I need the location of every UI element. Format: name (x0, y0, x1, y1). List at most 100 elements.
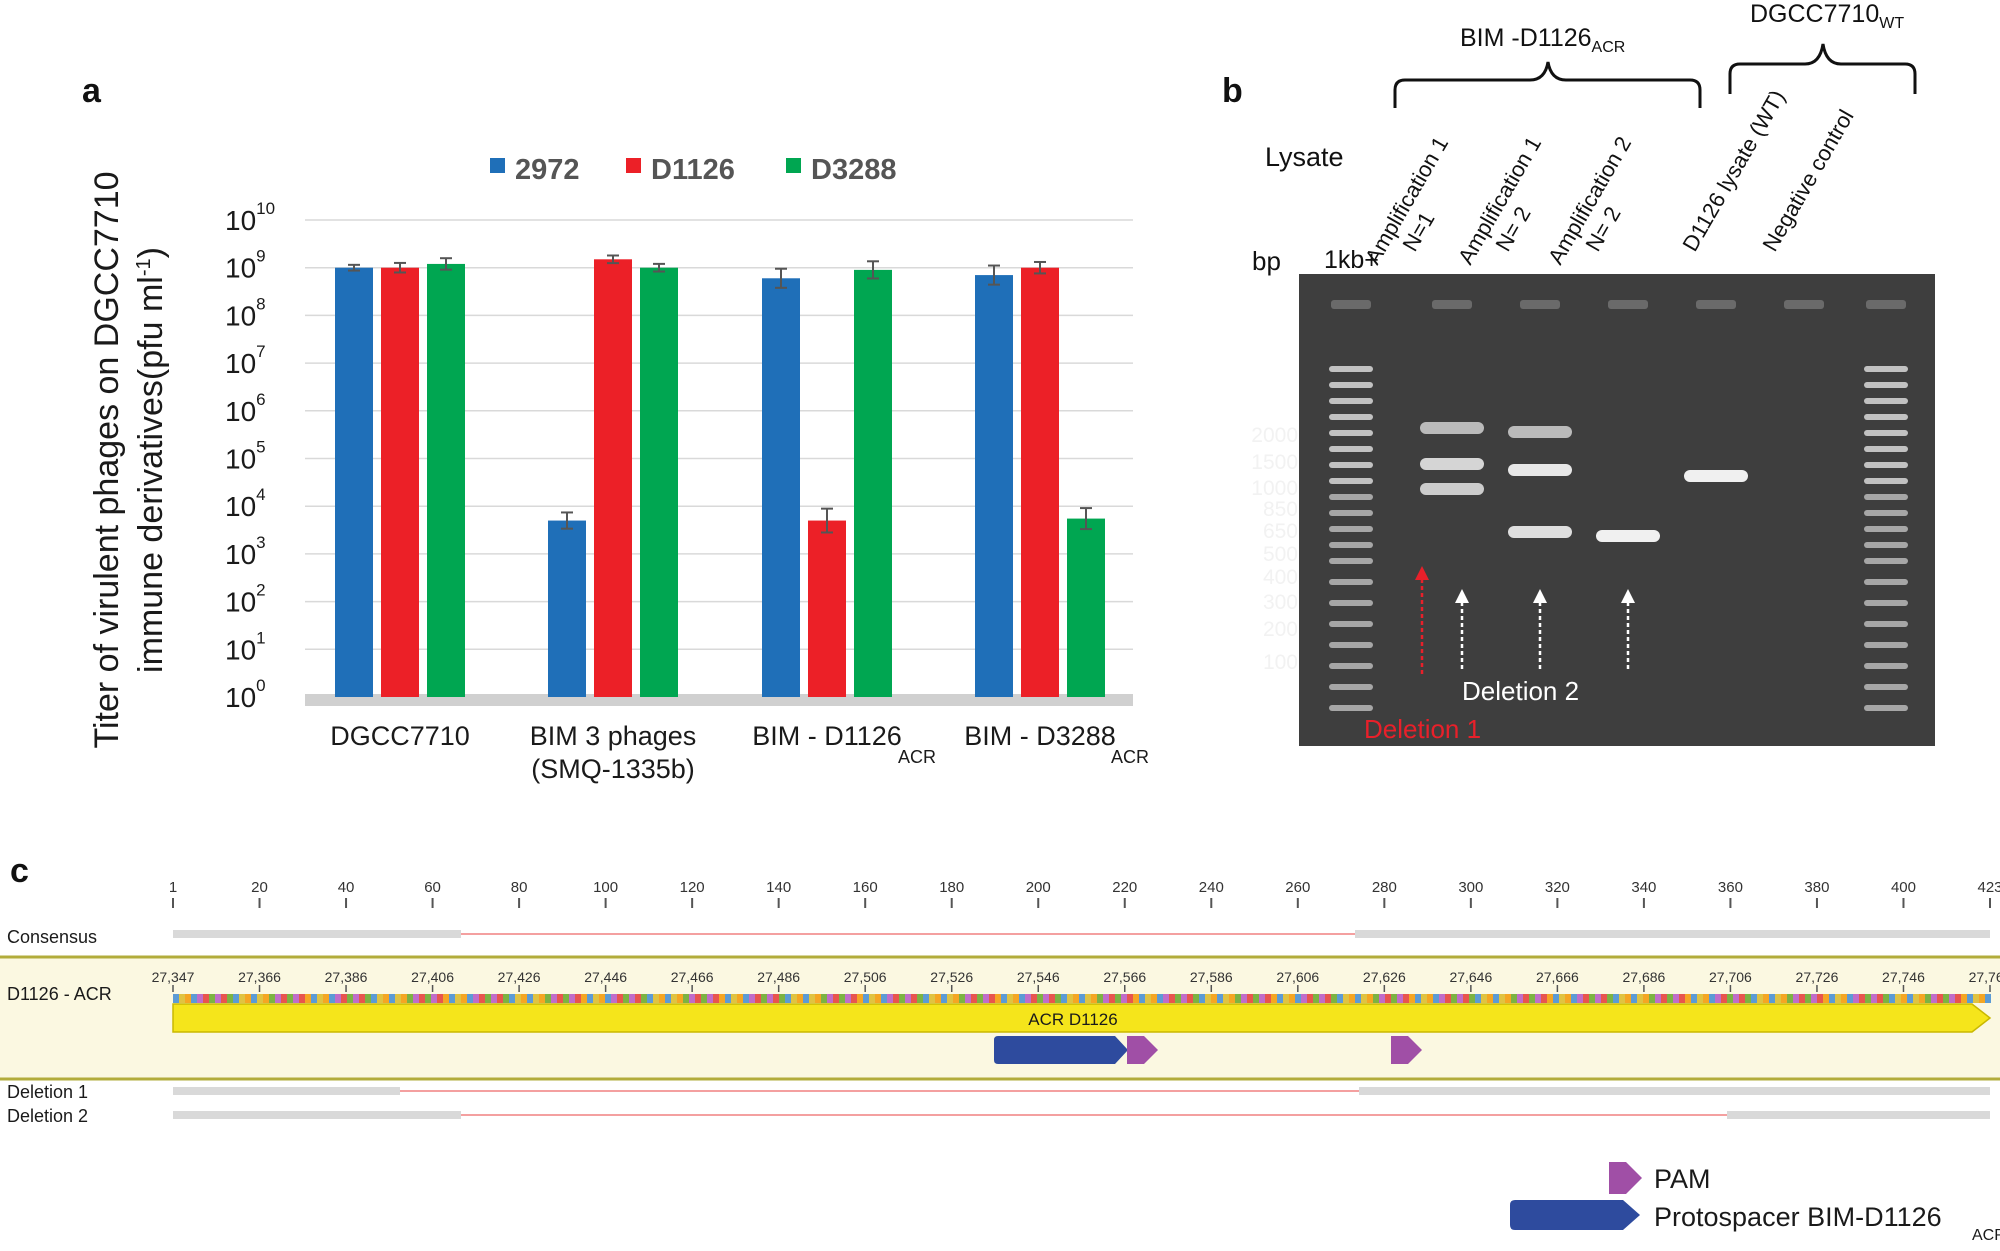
ruler-label: 40 (338, 879, 355, 896)
sequence-cell (1625, 994, 1631, 1003)
sequence-cell (197, 994, 203, 1003)
sequence-cell (1769, 994, 1775, 1003)
sequence-cell (1205, 994, 1211, 1003)
sequence-cell (287, 994, 293, 1003)
sequence-cell (221, 994, 227, 1003)
sequence-cell (1799, 994, 1805, 1003)
sequence-cell (1301, 994, 1307, 1003)
sequence-cell (1307, 994, 1313, 1003)
coord-label: 27,426 (498, 969, 541, 985)
sequence-cell (1049, 994, 1055, 1003)
sequence-cell (629, 994, 635, 1003)
ruler-label: 280 (1372, 879, 1397, 896)
sequence-cell (1199, 994, 1205, 1003)
ladder-band (1864, 494, 1908, 500)
sequence-cell (419, 994, 425, 1003)
ruler-label: 100 (593, 879, 618, 896)
sequence-cell (185, 994, 191, 1003)
sequence-cell (827, 994, 833, 1003)
sequence-cell (305, 994, 311, 1003)
ruler-label: 160 (853, 879, 878, 896)
sequence-cell (395, 994, 401, 1003)
sequence-cell (311, 994, 317, 1003)
sequence-cell (935, 994, 941, 1003)
sequence-cell (413, 994, 419, 1003)
sequence-cell (371, 994, 377, 1003)
sequence-cell (905, 994, 911, 1003)
sequence-cell (857, 994, 863, 1003)
deletion2-seg (173, 1111, 461, 1119)
sequence-cell (719, 994, 725, 1003)
sequence-cell (1613, 994, 1619, 1003)
ladder-band (1864, 600, 1908, 606)
ladder-band (1329, 705, 1373, 711)
sequence-cell (1181, 994, 1187, 1003)
sequence-cell (1163, 994, 1169, 1003)
sequence-cell (575, 994, 581, 1003)
ladder-band (1864, 478, 1908, 484)
sequence-cell (953, 994, 959, 1003)
sequence-cell (701, 994, 707, 1003)
sequence-cell (1247, 994, 1253, 1003)
ruler-label: 423 (1977, 879, 2000, 896)
sequence-cell (1883, 994, 1889, 1003)
sequence-cell (1733, 994, 1739, 1003)
sequence-cell (1637, 994, 1643, 1003)
deletion2-gel-label: Deletion 2 (1462, 676, 1580, 706)
sequence-cell (911, 994, 917, 1003)
x-tick-label: BIM 3 phages (530, 721, 697, 751)
sequence-cell (1379, 994, 1385, 1003)
coord-label: 27,366 (238, 969, 281, 985)
sequence-cell (899, 994, 905, 1003)
size-marker-label: 850 (1262, 498, 1298, 521)
coord-label: 27,586 (1190, 969, 1233, 985)
sequence-cell (959, 994, 965, 1003)
sequence-cell (239, 994, 245, 1003)
sequence-cell (1865, 994, 1871, 1003)
size-marker-label: 650 (1262, 520, 1298, 543)
sequence-cell (251, 994, 257, 1003)
deletion2-arrowhead (1455, 589, 1469, 603)
sequence-cell (1133, 994, 1139, 1003)
sequence-cell (353, 994, 359, 1003)
sequence-cell (665, 994, 671, 1003)
sequence-cell (767, 994, 773, 1003)
sequence-cell (377, 994, 383, 1003)
sequence-cell (1793, 994, 1799, 1003)
ruler-label: 1 (169, 879, 177, 896)
sequence-cell (1157, 994, 1163, 1003)
sequence-cell (1589, 994, 1595, 1003)
sequence-cell (1859, 994, 1865, 1003)
sequence-cell (683, 994, 689, 1003)
sequence-cell (1397, 994, 1403, 1003)
sequence-cell (527, 994, 533, 1003)
sequence-cell (407, 994, 413, 1003)
sample-band (1684, 470, 1748, 482)
sequence-cell (1889, 994, 1895, 1003)
sequence-cell (1067, 994, 1073, 1003)
sequence-cell (443, 994, 449, 1003)
ladder-band (1864, 462, 1908, 468)
sequence-cell (815, 994, 821, 1003)
sequence-cell (1979, 994, 1985, 1003)
panel-b-letter: b (1222, 72, 1243, 110)
sequence-cell (263, 994, 269, 1003)
sequence-cell (1499, 994, 1505, 1003)
sequence-cell (1787, 994, 1793, 1003)
sequence-cell (485, 994, 491, 1003)
sequence-cell (983, 994, 989, 1003)
sample-band (1420, 458, 1484, 470)
ladder-band (1864, 398, 1908, 404)
ladder-band (1864, 382, 1908, 388)
sequence-cell (1433, 994, 1439, 1003)
sequence-cell (1361, 994, 1367, 1003)
sequence-cell (1517, 994, 1523, 1003)
sequence-cell (695, 994, 701, 1003)
sequence-cell (1019, 994, 1025, 1003)
sequence-cell (1805, 994, 1811, 1003)
gel-well (1608, 300, 1648, 309)
size-marker-label: 400 (1262, 566, 1298, 589)
deletion2-track-label: Deletion 2 (7, 1106, 88, 1126)
sequence-cell (173, 994, 179, 1003)
sequence-cell (875, 994, 881, 1003)
